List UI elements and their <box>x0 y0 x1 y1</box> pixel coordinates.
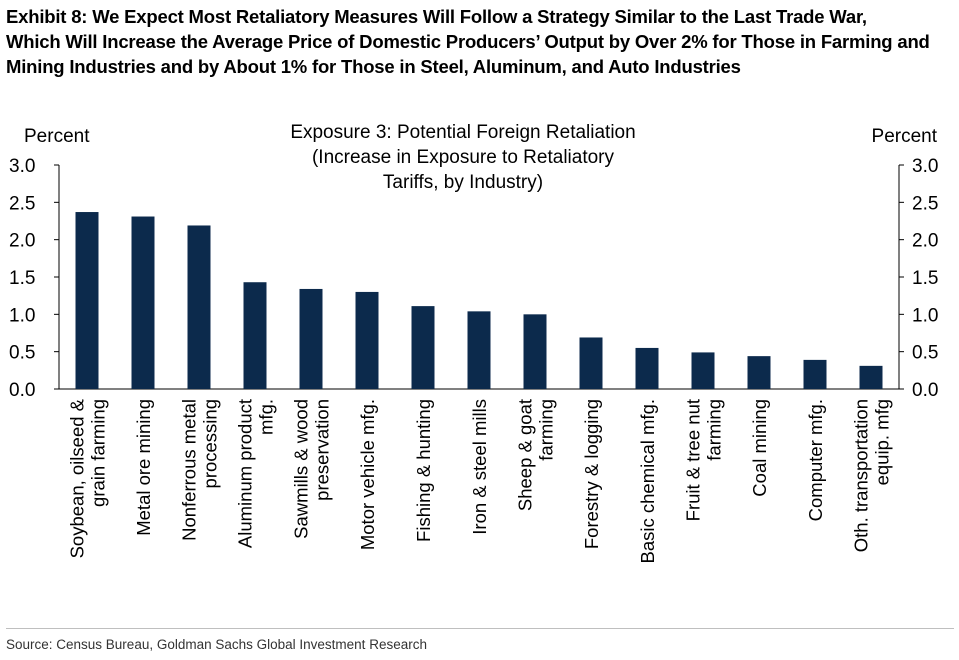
x-label-2-line-0: Nonferrous metal <box>179 399 200 541</box>
y-tick-label-right-4: 2.0 <box>912 231 938 252</box>
x-label-1: Metal ore mining <box>133 399 154 536</box>
x-label-6-line-0: Fishing & hunting <box>413 399 434 542</box>
chart-title-line-1: Exposure 3: Potential Foreign Retaliatio… <box>290 122 635 143</box>
y-tick-label-right-6: 3.0 <box>912 156 938 177</box>
x-label-5: Motor vehicle mfg. <box>357 399 378 550</box>
bar-6 <box>411 306 435 389</box>
exhibit-title-line-2: Which Will Increase the Average Price of… <box>6 31 930 52</box>
bars <box>75 212 883 389</box>
y-axis-left-ticks: 0.0 0.5 1.0 1.5 2.0 2.5 3.0 <box>9 156 59 401</box>
x-label-1-line-0: Metal ore mining <box>133 399 154 536</box>
source-divider <box>6 628 954 629</box>
x-label-11-line-1: farming <box>704 399 725 461</box>
y-axis-right-ticks: 0.0 0.5 1.0 1.5 2.0 2.5 3.0 <box>899 156 938 401</box>
source-note: Source: Census Bureau, Goldman Sachs Glo… <box>6 637 427 652</box>
x-label-10-line-0: Basic chemical mfg. <box>637 399 658 564</box>
x-label-11: Fruit & tree nut farming <box>683 399 725 521</box>
x-label-3: Aluminum product mfg. <box>235 399 277 548</box>
x-label-5-line-0: Motor vehicle mfg. <box>357 399 378 550</box>
exhibit-title-line-1: Exhibit 8: We Expect Most Retaliatory Me… <box>6 6 867 27</box>
bar-14 <box>859 365 883 389</box>
x-label-8-line-1: farming <box>536 399 557 461</box>
y-axis-right-label: Percent <box>872 126 938 147</box>
y-tick-label-left-0: 0.0 <box>9 380 35 401</box>
x-label-12-line-0: Coal mining <box>749 399 770 497</box>
x-label-2-line-1: processing <box>200 399 221 488</box>
y-tick-label-right-5: 2.5 <box>912 193 938 214</box>
exhibit-title-line-3: Mining Industries and by About 1% for Th… <box>6 56 741 77</box>
x-label-14-line-1: equip. mfg <box>872 399 893 485</box>
chart-title: Exposure 3: Potential Foreign Retaliatio… <box>290 122 635 193</box>
y-tick-label-right-3: 1.5 <box>912 268 938 289</box>
y-tick-label-left-4: 2.0 <box>9 231 35 252</box>
x-label-0-line-0: Soybean, oilseed & <box>67 398 88 558</box>
bar-13 <box>803 359 827 389</box>
x-label-14: Oth. transportation equip. mfg <box>851 399 893 552</box>
bar-8 <box>523 314 547 389</box>
y-tick-label-left-6: 3.0 <box>9 156 35 177</box>
x-label-9: Forestry & logging <box>581 399 602 549</box>
x-label-7-line-0: Iron & steel mills <box>469 399 490 535</box>
x-label-14-line-0: Oth. transportation <box>851 399 872 552</box>
y-tick-label-right-0: 0.0 <box>912 380 938 401</box>
x-label-8: Sheep & goat farming <box>515 399 557 511</box>
x-label-2: Nonferrous metal processing <box>179 399 221 541</box>
bar-4 <box>299 288 323 389</box>
x-label-12: Coal mining <box>749 399 770 497</box>
x-label-3-line-1: mfg. <box>256 399 277 435</box>
bar-0 <box>75 212 99 389</box>
x-label-4-line-1: preservation <box>312 399 333 501</box>
x-label-8-line-0: Sheep & goat <box>515 399 536 511</box>
bar-7 <box>467 311 491 389</box>
y-tick-label-right-1: 0.5 <box>912 343 938 364</box>
x-label-10: Basic chemical mfg. <box>637 399 658 564</box>
exhibit-title: Exhibit 8: We Expect Most Retaliatory Me… <box>6 4 956 79</box>
x-label-3-line-0: Aluminum product <box>235 399 256 548</box>
x-label-0: Soybean, oilseed & grain farming <box>67 398 109 558</box>
x-label-0-line-1: grain farming <box>88 399 109 507</box>
x-label-13-line-0: Computer mfg. <box>805 399 826 521</box>
bar-11 <box>691 352 715 389</box>
bar-1 <box>131 216 155 389</box>
bar-5 <box>355 291 379 389</box>
bar-3 <box>243 282 267 389</box>
y-tick-label-left-3: 1.5 <box>9 268 35 289</box>
y-axis-left-label: Percent <box>24 126 90 147</box>
y-tick-label-left-1: 0.5 <box>9 343 35 364</box>
x-label-9-line-0: Forestry & logging <box>581 399 602 549</box>
chart-title-line-3: Tariffs, by Industry) <box>383 172 543 193</box>
bar-9 <box>579 337 603 389</box>
x-label-13: Computer mfg. <box>805 399 826 521</box>
x-label-4-line-0: Sawmills & wood <box>291 399 312 539</box>
bar-12 <box>747 356 771 389</box>
y-tick-label-left-2: 1.0 <box>9 305 35 326</box>
x-label-6: Fishing & hunting <box>413 399 434 542</box>
x-label-4: Sawmills & wood preservation <box>291 399 333 539</box>
bar-10 <box>635 347 659 389</box>
bar-2 <box>187 225 211 389</box>
y-tick-label-left-5: 2.5 <box>9 193 35 214</box>
x-axis-labels: Soybean, oilseed & grain farming Metal ore… <box>67 398 893 563</box>
y-tick-label-right-2: 1.0 <box>912 305 938 326</box>
x-label-11-line-0: Fruit & tree nut <box>683 399 704 521</box>
x-label-7: Iron & steel mills <box>469 399 490 535</box>
chart-title-line-2: (Increase in Exposure to Retaliatory <box>312 147 615 168</box>
bar-chart: Exposure 3: Potential Foreign Retaliatio… <box>9 122 938 564</box>
